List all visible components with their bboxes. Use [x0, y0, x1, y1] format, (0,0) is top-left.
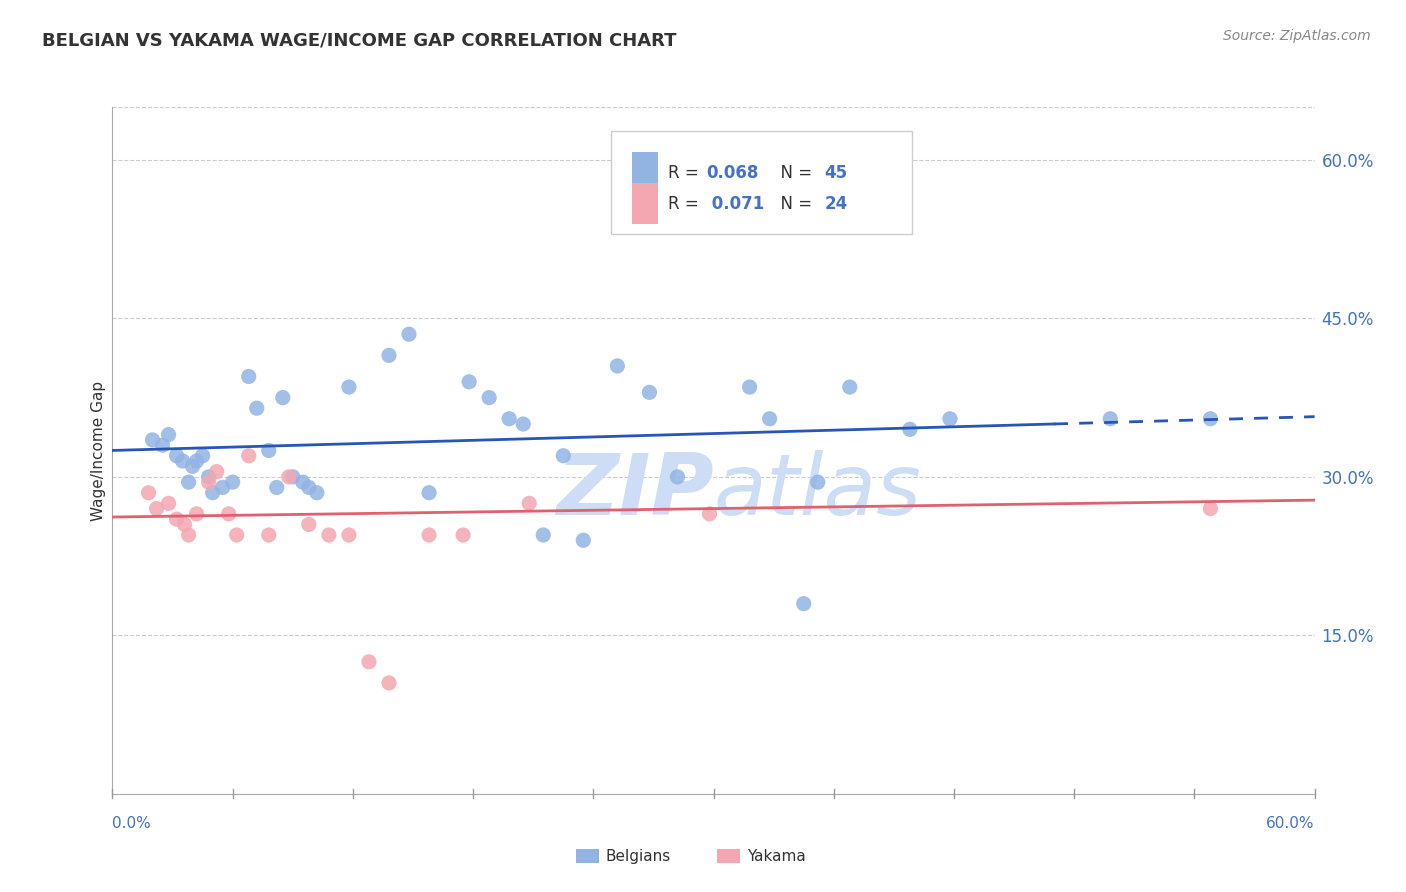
Point	[378, 676, 401, 690]
Point	[1099, 411, 1122, 425]
Point	[201, 485, 224, 500]
Point	[318, 528, 340, 542]
Point	[517, 496, 540, 510]
Text: 24: 24	[824, 194, 848, 213]
Point	[238, 369, 260, 384]
Point	[898, 422, 921, 436]
Text: 60.0%: 60.0%	[1267, 816, 1315, 830]
Text: 0.0%: 0.0%	[112, 816, 152, 830]
Point	[246, 401, 269, 416]
Point	[211, 480, 233, 494]
Point	[218, 507, 240, 521]
Point	[478, 391, 501, 405]
Point	[157, 427, 180, 442]
Point	[177, 475, 200, 490]
Point	[357, 655, 380, 669]
Point	[145, 501, 167, 516]
Point	[838, 380, 860, 394]
Point	[807, 475, 830, 490]
Text: atlas: atlas	[713, 450, 921, 533]
Point	[173, 517, 195, 532]
Point	[1199, 501, 1222, 516]
Text: N =: N =	[770, 194, 817, 213]
Point	[553, 449, 575, 463]
Point	[337, 528, 360, 542]
Point	[298, 480, 321, 494]
Point	[197, 470, 219, 484]
Point	[271, 391, 294, 405]
Point	[205, 465, 228, 479]
Point	[186, 507, 208, 521]
Point	[298, 517, 321, 532]
Point	[531, 528, 554, 542]
Point	[458, 375, 481, 389]
Point	[606, 359, 628, 373]
Point	[157, 496, 180, 510]
Point	[378, 348, 401, 362]
Point	[398, 327, 420, 342]
Text: 45: 45	[824, 164, 848, 182]
Text: Belgians: Belgians	[606, 849, 671, 863]
Point	[177, 528, 200, 542]
Point	[793, 597, 815, 611]
Point	[512, 417, 534, 431]
Point	[266, 480, 288, 494]
Point	[181, 459, 204, 474]
Y-axis label: Wage/Income Gap: Wage/Income Gap	[90, 380, 105, 521]
Text: R =: R =	[668, 194, 704, 213]
Point	[186, 454, 208, 468]
Point	[138, 485, 160, 500]
Point	[281, 470, 304, 484]
Text: BELGIAN VS YAKAMA WAGE/INCOME GAP CORRELATION CHART: BELGIAN VS YAKAMA WAGE/INCOME GAP CORREL…	[42, 31, 676, 49]
Point	[572, 533, 595, 548]
Text: 0.068: 0.068	[706, 164, 759, 182]
Point	[172, 454, 194, 468]
Point	[238, 449, 260, 463]
Point	[152, 438, 174, 452]
FancyBboxPatch shape	[631, 183, 658, 225]
Point	[305, 485, 328, 500]
Point	[166, 449, 188, 463]
Text: ZIP: ZIP	[555, 450, 713, 533]
Text: N =: N =	[770, 164, 817, 182]
Point	[451, 528, 474, 542]
Point	[257, 528, 280, 542]
Point	[222, 475, 245, 490]
Text: Yakama: Yakama	[747, 849, 806, 863]
FancyBboxPatch shape	[612, 131, 912, 234]
Point	[939, 411, 962, 425]
Point	[337, 380, 360, 394]
Point	[197, 475, 219, 490]
Point	[699, 507, 721, 521]
Point	[738, 380, 761, 394]
Text: 0.071: 0.071	[706, 194, 765, 213]
FancyBboxPatch shape	[631, 153, 658, 194]
Point	[166, 512, 188, 526]
Point	[666, 470, 689, 484]
Point	[1199, 411, 1222, 425]
Point	[291, 475, 314, 490]
Point	[277, 470, 299, 484]
Point	[257, 443, 280, 458]
Point	[418, 485, 440, 500]
Text: R =: R =	[668, 164, 704, 182]
Text: Source: ZipAtlas.com: Source: ZipAtlas.com	[1223, 29, 1371, 43]
Point	[758, 411, 780, 425]
Point	[418, 528, 440, 542]
Point	[225, 528, 247, 542]
Point	[191, 449, 214, 463]
Point	[498, 411, 520, 425]
Point	[141, 433, 163, 447]
Point	[638, 385, 661, 400]
